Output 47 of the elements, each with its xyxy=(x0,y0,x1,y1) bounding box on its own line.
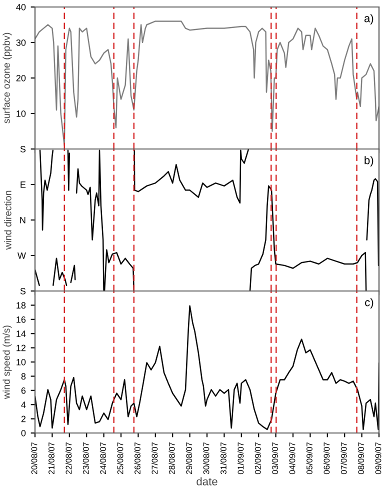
x-tick-label: 09/09/07 xyxy=(375,442,382,474)
x-tick-label: 05/09/07 xyxy=(306,442,312,474)
x-tick-label: 29/08/07 xyxy=(186,442,192,474)
category-label: W xyxy=(17,252,26,259)
y-axis-title: surface ozone (ppbv) xyxy=(2,32,12,124)
x-tick-label: 21/08/07 xyxy=(48,442,54,474)
y-axis-title: wind speed (m/s) xyxy=(2,326,12,400)
x-tick-label: 06/09/07 xyxy=(324,442,330,474)
y-axis-title: wind direction xyxy=(4,190,12,250)
y-tick-label: 6 xyxy=(21,387,26,394)
annotation: a) xyxy=(364,14,374,24)
y-tick-label: 12 xyxy=(16,344,26,352)
y-tick-label: 40 xyxy=(16,4,26,10)
category-label: N xyxy=(20,217,26,224)
x-tick-label: 01/09/07 xyxy=(238,442,244,474)
x-tick-label: 03/09/07 xyxy=(272,442,278,474)
y-tick-label: 30 xyxy=(16,39,26,46)
y-tick-label: 0 xyxy=(21,430,26,436)
x-tick-label: 25/08/07 xyxy=(117,442,124,474)
x-tick-label: 08/09/07 xyxy=(358,442,364,474)
x-tick-label: 24/08/07 xyxy=(100,442,106,474)
x-tick-label: 31/08/07 xyxy=(220,442,226,474)
x-tick-label: 04/09/07 xyxy=(289,442,296,474)
x-tick-label: 02/09/07 xyxy=(254,442,261,474)
category-label: S xyxy=(20,288,26,294)
x-axis-title: date xyxy=(196,477,218,486)
annotation: c) xyxy=(365,298,374,308)
x-tick-label: 27/08/07 xyxy=(152,442,158,474)
x-tick-label: 07/09/07 xyxy=(340,442,347,474)
y-tick-label: 18 xyxy=(16,302,26,309)
x-tick-label: 30/08/07 xyxy=(203,442,210,474)
category-label: E xyxy=(20,182,26,188)
annotation: b) xyxy=(364,156,374,166)
y-tick-label: 8 xyxy=(21,373,26,380)
x-tick-label: 28/08/07 xyxy=(168,442,175,474)
y-tick-label: 16 xyxy=(16,316,26,323)
category-label: S xyxy=(20,146,26,152)
y-tick-label: 14 xyxy=(16,330,26,337)
x-tick-label: 20/08/07 xyxy=(31,442,38,474)
x-tick-label: 23/08/07 xyxy=(82,442,89,474)
y-tick-label: 10 xyxy=(16,110,26,117)
y-tick-label: 20 xyxy=(16,74,26,82)
y-tick-label: 4 xyxy=(21,402,26,408)
x-tick-label: 26/08/07 xyxy=(134,442,140,474)
x-tick-label: 22/08/07 xyxy=(66,442,72,474)
y-tick-label: 2 xyxy=(21,416,26,422)
y-tick-label: 10 xyxy=(16,358,26,366)
